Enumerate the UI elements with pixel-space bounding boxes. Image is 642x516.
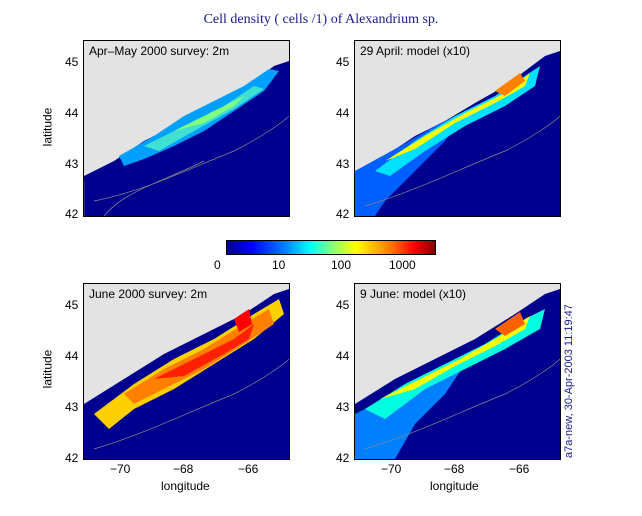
- lat-tick: 42: [336, 207, 350, 221]
- lat-tick: 43: [65, 157, 79, 171]
- colorbar-tick: 0: [214, 258, 221, 272]
- panel-9-june-model: 9 June: model (x10): [354, 283, 561, 460]
- map-9-june-model: [355, 289, 560, 459]
- map-29-april-model: [355, 51, 560, 216]
- panel-label: June 2000 survey: 2m: [89, 287, 208, 301]
- map-june-survey: [84, 289, 289, 459]
- panel-june-survey: June 2000 survey: 2m: [83, 283, 290, 460]
- x-axis-label: longitude: [430, 479, 479, 493]
- x-axis-label: longitude: [161, 479, 210, 493]
- lat-tick: 45: [65, 298, 79, 312]
- lat-tick: 45: [336, 55, 350, 69]
- panel-label: 29 April: model (x10): [360, 44, 471, 58]
- colorbar-tick: 10: [272, 258, 286, 272]
- lon-tick: −70: [110, 462, 131, 476]
- figure-title: Cell density ( cells /1) of Alexandrium …: [203, 12, 439, 27]
- lat-tick: 43: [336, 157, 350, 171]
- lat-tick: 44: [65, 349, 79, 363]
- lat-tick: 44: [336, 106, 350, 120]
- lon-tick: −68: [173, 462, 194, 476]
- panel-apr-may-survey: Apr–May 2000 survey: 2m: [83, 40, 290, 217]
- lat-tick: 44: [336, 349, 350, 363]
- lon-tick: −70: [381, 462, 402, 476]
- lat-tick: 45: [336, 298, 350, 312]
- y-axis-label: latitude: [40, 349, 55, 389]
- lon-tick: −68: [444, 462, 465, 476]
- lat-tick: 42: [336, 451, 350, 465]
- lat-tick: 43: [65, 400, 79, 414]
- panel-label: Apr–May 2000 survey: 2m: [89, 44, 230, 58]
- colorbar: [226, 240, 436, 255]
- colorbar-tick: 1000: [389, 258, 416, 272]
- lat-tick: 44: [65, 106, 79, 120]
- lat-tick: 42: [65, 207, 79, 221]
- lat-tick: 42: [65, 451, 79, 465]
- panel-label: 9 June: model (x10): [360, 287, 467, 301]
- lat-tick: 43: [336, 400, 350, 414]
- y-axis-label: latitude: [40, 107, 55, 147]
- map-apr-may-survey: [84, 61, 289, 216]
- lat-tick: 45: [65, 55, 79, 69]
- timestamp-stamp: a7a-new, 30-Apr-2003 11:19:47: [563, 304, 575, 458]
- colorbar-tick: 100: [331, 258, 352, 272]
- lon-tick: −66: [238, 462, 259, 476]
- lon-tick: −66: [509, 462, 530, 476]
- panel-29-april-model: 29 April: model (x10): [354, 40, 561, 217]
